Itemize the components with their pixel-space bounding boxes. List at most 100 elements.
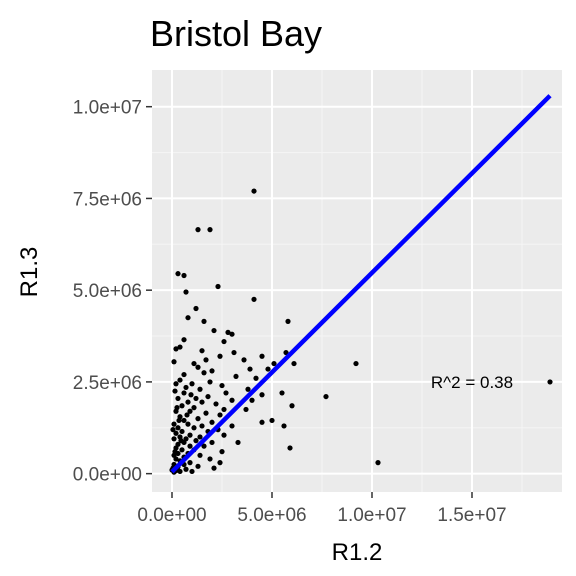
data-point	[173, 346, 179, 352]
data-points	[169, 188, 553, 475]
data-point	[229, 331, 235, 337]
data-point	[181, 390, 187, 396]
data-point	[193, 305, 199, 312]
data-point	[171, 436, 177, 442]
data-point	[171, 359, 177, 365]
data-point	[189, 381, 195, 387]
data-point	[175, 395, 181, 402]
data-point	[201, 443, 207, 449]
x-tick-label: 1.5e+07	[437, 505, 506, 526]
data-point	[323, 393, 329, 400]
data-point	[283, 349, 289, 356]
data-point	[247, 366, 253, 372]
data-point	[269, 417, 275, 424]
data-point	[189, 468, 195, 475]
data-point	[205, 393, 211, 400]
data-point	[287, 445, 293, 451]
data-point	[172, 449, 178, 455]
data-point	[209, 419, 215, 425]
y-tick-label: 5.0e+06	[73, 281, 142, 302]
data-point	[179, 403, 185, 409]
data-point	[181, 337, 187, 343]
data-point	[195, 416, 201, 422]
data-point	[195, 227, 201, 233]
data-point	[281, 423, 287, 429]
data-point	[199, 399, 205, 405]
data-point	[175, 271, 181, 277]
data-point	[285, 318, 291, 324]
x-axis-ticks: 0.0e+00 5.0e+06 1.0e+07 1.5e+07	[137, 492, 507, 526]
data-point	[217, 353, 223, 359]
data-point	[187, 432, 193, 438]
data-point	[177, 377, 183, 383]
y-axis-title: R1.3	[16, 247, 43, 298]
data-point	[207, 456, 213, 462]
data-point	[203, 410, 209, 416]
data-point	[259, 419, 265, 425]
data-point	[179, 428, 185, 435]
data-point	[193, 438, 199, 444]
data-point	[211, 465, 217, 471]
data-point	[181, 371, 187, 378]
y-tick-label: 2.5e+06	[73, 373, 142, 394]
data-point	[183, 466, 189, 472]
data-point	[223, 390, 229, 396]
data-point	[225, 329, 231, 335]
data-point	[215, 283, 221, 290]
data-point	[245, 386, 251, 392]
data-point	[209, 439, 215, 446]
data-point	[201, 318, 207, 324]
data-point	[174, 405, 180, 411]
data-point	[251, 296, 257, 302]
data-point	[271, 360, 277, 367]
data-point	[211, 327, 217, 334]
data-point	[183, 289, 189, 295]
data-point	[173, 456, 179, 462]
data-point	[173, 381, 179, 387]
data-point	[197, 386, 203, 392]
data-point	[179, 447, 185, 453]
data-point	[184, 412, 190, 418]
data-point	[197, 452, 203, 458]
data-point	[219, 449, 225, 455]
data-point	[213, 401, 219, 407]
data-point	[265, 366, 271, 372]
data-point	[201, 370, 207, 376]
data-point	[353, 360, 359, 367]
data-point	[203, 357, 209, 363]
data-point	[197, 434, 203, 440]
data-point	[241, 357, 247, 363]
data-point	[191, 425, 197, 431]
data-point	[249, 397, 255, 403]
regression-line	[170, 94, 552, 474]
data-point	[170, 427, 176, 433]
data-point	[185, 399, 191, 405]
data-point	[187, 443, 193, 449]
y-tick-label: 1.0e+07	[73, 98, 142, 119]
data-point	[177, 468, 183, 475]
data-point	[243, 406, 249, 413]
y-tick-label: 7.5e+06	[73, 189, 142, 210]
data-point	[259, 392, 265, 398]
data-point	[193, 395, 199, 402]
chart-title: Bristol Bay	[150, 13, 322, 54]
data-point	[181, 417, 187, 424]
data-point	[178, 438, 184, 444]
data-point	[173, 430, 179, 436]
data-point	[187, 408, 193, 414]
data-point	[253, 375, 259, 381]
y-axis-ticks: 0.0e+00 2.5e+06 5.0e+06 7.5e+06 1.0e+07	[73, 98, 152, 486]
data-point	[177, 344, 183, 350]
data-point	[289, 403, 295, 409]
data-point	[217, 412, 223, 418]
data-point	[251, 188, 257, 194]
data-point	[217, 460, 223, 466]
data-point	[221, 406, 227, 413]
data-point	[188, 392, 194, 398]
data-point	[172, 388, 178, 394]
data-point	[221, 432, 227, 438]
x-tick-label: 5.0e+06	[237, 505, 306, 526]
y-tick-label: 0.0e+00	[73, 465, 142, 486]
data-point	[195, 463, 201, 469]
data-point	[207, 379, 213, 385]
